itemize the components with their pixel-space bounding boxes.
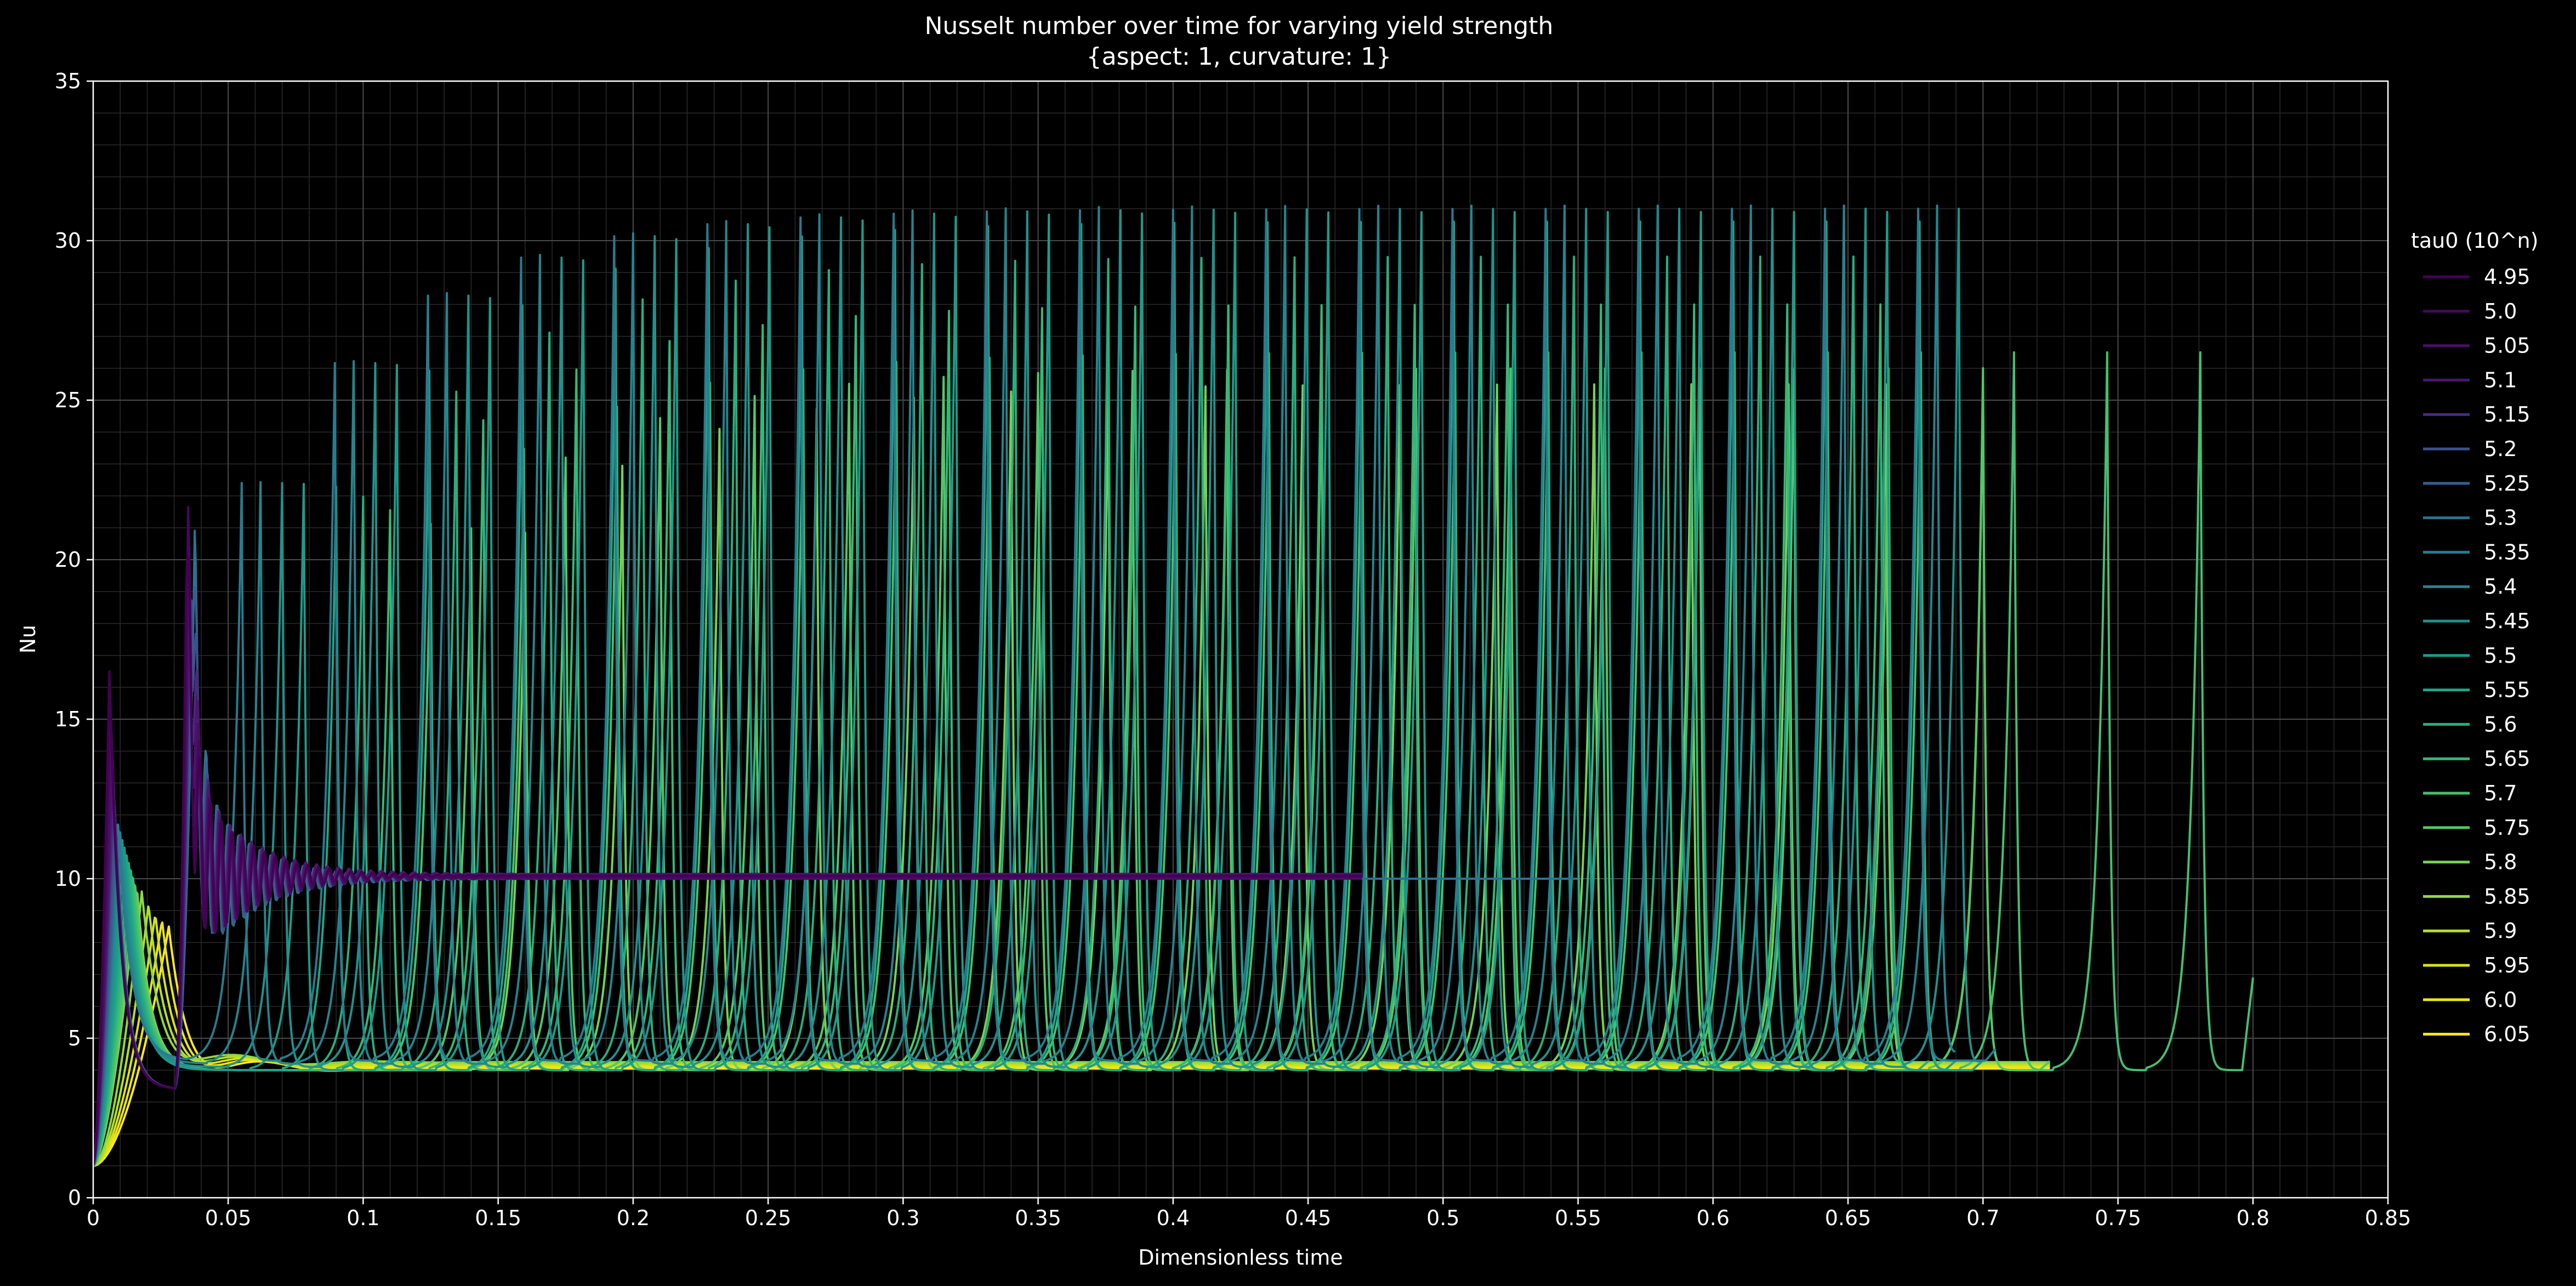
y-tick-label: 0 — [68, 1186, 81, 1210]
x-tick-label: 0.25 — [745, 1206, 792, 1230]
chart-title: Nusselt number over time for varying yie… — [925, 12, 1554, 40]
y-tick-label: 30 — [55, 229, 81, 253]
legend-label-5.7: 5.7 — [2484, 781, 2517, 805]
x-tick-label: 0.3 — [886, 1206, 919, 1230]
x-tick-label: 0.2 — [617, 1206, 650, 1230]
legend-label-5.95: 5.95 — [2484, 953, 2530, 977]
legend-label-5.45: 5.45 — [2484, 609, 2530, 633]
legend-label-5.5: 5.5 — [2484, 644, 2517, 668]
legend-label-5.9: 5.9 — [2484, 919, 2517, 943]
x-tick-label: 0.15 — [475, 1206, 521, 1230]
series-line-5.1 — [92, 595, 1362, 1166]
y-tick-label: 5 — [68, 1026, 81, 1050]
legend-label-5.0: 5.0 — [2484, 299, 2517, 323]
x-tick-label: 0.5 — [1426, 1206, 1459, 1230]
legend-label-5.15: 5.15 — [2484, 402, 2530, 426]
legend-title: tau0 (10^n) — [2411, 229, 2538, 253]
series-line-5.65 — [92, 303, 1902, 1167]
legend-label-5.65: 5.65 — [2484, 747, 2530, 771]
x-tick-label: 0.35 — [1015, 1206, 1061, 1230]
series-line-5.35 — [92, 207, 1997, 1166]
legend-label-5.75: 5.75 — [2484, 816, 2530, 840]
y-tick-label: 35 — [55, 69, 81, 93]
y-tick-label: 15 — [55, 707, 81, 731]
chart-subtitle: {aspect: 1, curvature: 1} — [1087, 43, 1391, 71]
legend-label-5.8: 5.8 — [2484, 850, 2517, 874]
x-tick-label: 0.55 — [1555, 1206, 1601, 1230]
y-tick-label: 25 — [55, 388, 81, 412]
x-axis-label: Dimensionless time — [1138, 1245, 1343, 1270]
x-tick-label: 0.8 — [2237, 1206, 2270, 1230]
series-line-5.4 — [92, 204, 1956, 1166]
legend-label-6.05: 6.05 — [2484, 1022, 2530, 1046]
legend-label-5.1: 5.1 — [2484, 368, 2517, 392]
plot-area — [92, 204, 2254, 1167]
legend-label-5.6: 5.6 — [2484, 712, 2517, 736]
legend-label-5.55: 5.55 — [2484, 678, 2530, 702]
series-line-5.5 — [92, 210, 1984, 1166]
legend-label-5.25: 5.25 — [2484, 471, 2530, 496]
legend-label-6.0: 6.0 — [2484, 988, 2517, 1012]
legend-label-5.35: 5.35 — [2484, 540, 2530, 564]
x-tick-label: 0.7 — [1966, 1206, 1999, 1230]
x-tick-label: 0.65 — [1825, 1206, 1872, 1230]
legend-label-5.85: 5.85 — [2484, 884, 2530, 908]
x-tick-label: 0.1 — [346, 1206, 379, 1230]
legend-label-5.05: 5.05 — [2484, 334, 2530, 358]
series-line-6.0 — [93, 921, 2050, 1167]
plot-frame — [92, 80, 2389, 1199]
x-tick-label: 0.75 — [2095, 1206, 2141, 1230]
series-line-5.45 — [92, 207, 1983, 1166]
y-axis-label: Nu — [16, 625, 40, 654]
axis-ticks: 0 0.05 0.1 0.15 0.2 0.25 0.3 0.35 0.4 0.45 0.5 0.55… — [55, 69, 2412, 1230]
x-tick-label: 0.85 — [2365, 1206, 2412, 1230]
legend-label-5.2: 5.2 — [2484, 437, 2517, 461]
y-tick-label: 10 — [55, 867, 81, 891]
x-tick-label: 0.6 — [1697, 1206, 1730, 1230]
x-tick-label: 0.45 — [1285, 1206, 1332, 1230]
series-line-5.95 — [93, 917, 2050, 1167]
x-tick-label: 0.4 — [1157, 1206, 1190, 1230]
x-tick-label: 0.05 — [205, 1206, 252, 1230]
legend-label-5.3: 5.3 — [2484, 506, 2517, 530]
legend-label-4.95: 4.95 — [2484, 265, 2530, 289]
y-tick-label: 20 — [55, 548, 81, 572]
series-line-5.6 — [92, 255, 1930, 1167]
series-line-4.95 — [92, 555, 1362, 1166]
legend: 4.95 5.0 5.05 5.1 5.15 5.2 5.25 5.3 5.35 5.4 5.45 5… — [2423, 265, 2530, 1046]
legend-label-5.4: 5.4 — [2484, 574, 2517, 599]
x-tick-label: 0 — [87, 1206, 100, 1230]
